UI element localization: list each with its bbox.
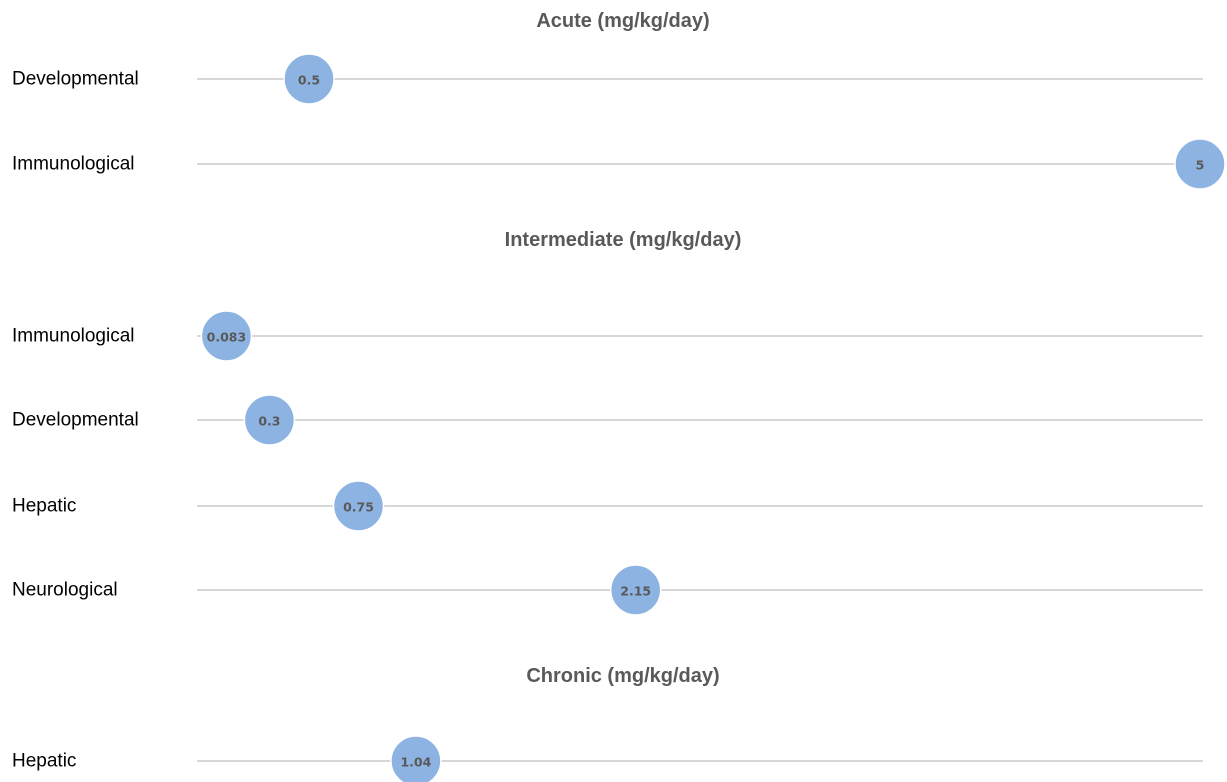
row-developmental: Developmental 0.5 [12,53,1203,105]
row-immunological: Immunological 0.083 [12,310,1203,362]
panel-acute: Acute (mg/kg/day) Developmental 0.5 Immunol… [12,10,1226,190]
data-point-bubble [609,564,662,616]
data-label: 0.083 [207,330,247,345]
data-label: 0.3 [258,414,280,429]
category-label: Developmental [12,410,139,431]
data-point-bubble [1174,138,1226,190]
data-label: 0.75 [343,500,374,515]
panel-chronic: Chronic (mg/kg/day) Hepatic 1.04 [12,665,1203,782]
row-hepatic: Hepatic 0.75 [12,480,1203,532]
data-point-bubble [243,394,296,446]
panel-title: Intermediate (mg/kg/day) [505,229,742,251]
panel-title: Acute (mg/kg/day) [536,10,709,32]
data-label: 0.5 [298,73,320,88]
row-developmental: Developmental 0.3 [12,394,1203,446]
row-immunological: Immunological 5 [12,138,1226,190]
row-neurological: Neurological 2.15 [12,564,1203,616]
data-point-bubble [200,310,253,362]
data-label: 5 [1196,158,1205,173]
data-point-bubble [332,480,385,532]
category-label: Hepatic [12,496,76,517]
data-label: 2.15 [620,584,651,599]
category-label: Immunological [12,154,135,175]
data-point-bubble [390,735,442,782]
panel-intermediate: Intermediate (mg/kg/day) Immunological 0.0… [12,229,1203,616]
row-hepatic: Hepatic 1.04 [12,735,1203,782]
panel-title: Chronic (mg/kg/day) [526,665,719,687]
category-label: Immunological [12,326,135,347]
data-point-bubble [283,53,335,105]
category-label: Neurological [12,580,118,601]
category-label: Hepatic [12,751,76,772]
category-label: Developmental [12,69,139,90]
data-label: 1.04 [400,755,431,770]
